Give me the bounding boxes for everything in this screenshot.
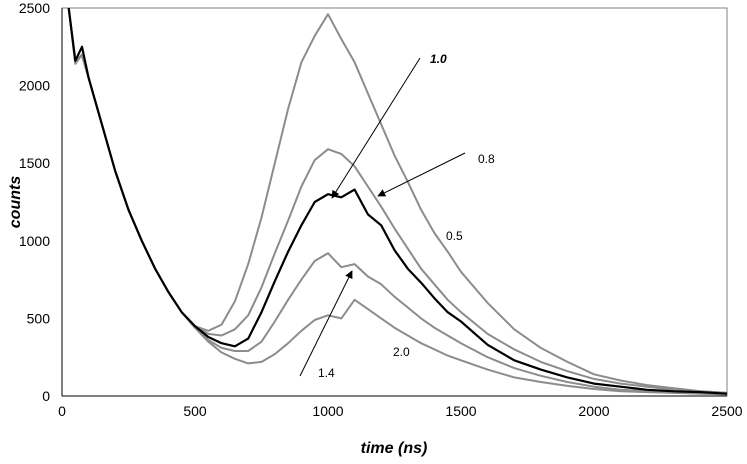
plot-area (61, 7, 728, 397)
y-axis-label: counts (7, 176, 24, 229)
arrow-0-8 (377, 152, 466, 197)
y-tick-label: 0 (42, 388, 50, 404)
annotation-1-0: 1.0 (430, 52, 447, 66)
annotation-0-8: 0.8 (478, 152, 495, 166)
y-tick-label: 1000 (19, 233, 50, 249)
arrow-1-0 (331, 57, 421, 199)
annotation-1-4: 1.4 (318, 366, 335, 380)
x-tick-label: 1000 (312, 403, 343, 419)
x-tick-label: 1500 (445, 403, 476, 419)
x-tick-label: 2500 (711, 403, 742, 419)
series-line-1-0 (67, 7, 728, 395)
y-tick-label: 2000 (19, 78, 50, 94)
y-tick-label: 2500 (19, 0, 50, 16)
annotation-2-0: 2.0 (393, 345, 410, 359)
x-tick-label: 500 (183, 403, 207, 419)
x-tick-label: 2000 (578, 403, 609, 419)
annotation-0-5: 0.5 (446, 229, 463, 243)
y-tick-label: 1500 (19, 155, 50, 171)
arrow-1-4 (299, 270, 353, 377)
x-axis-label: time (ns) (361, 440, 428, 457)
x-tick-label: 0 (58, 403, 66, 419)
y-tick-label: 500 (27, 310, 51, 326)
